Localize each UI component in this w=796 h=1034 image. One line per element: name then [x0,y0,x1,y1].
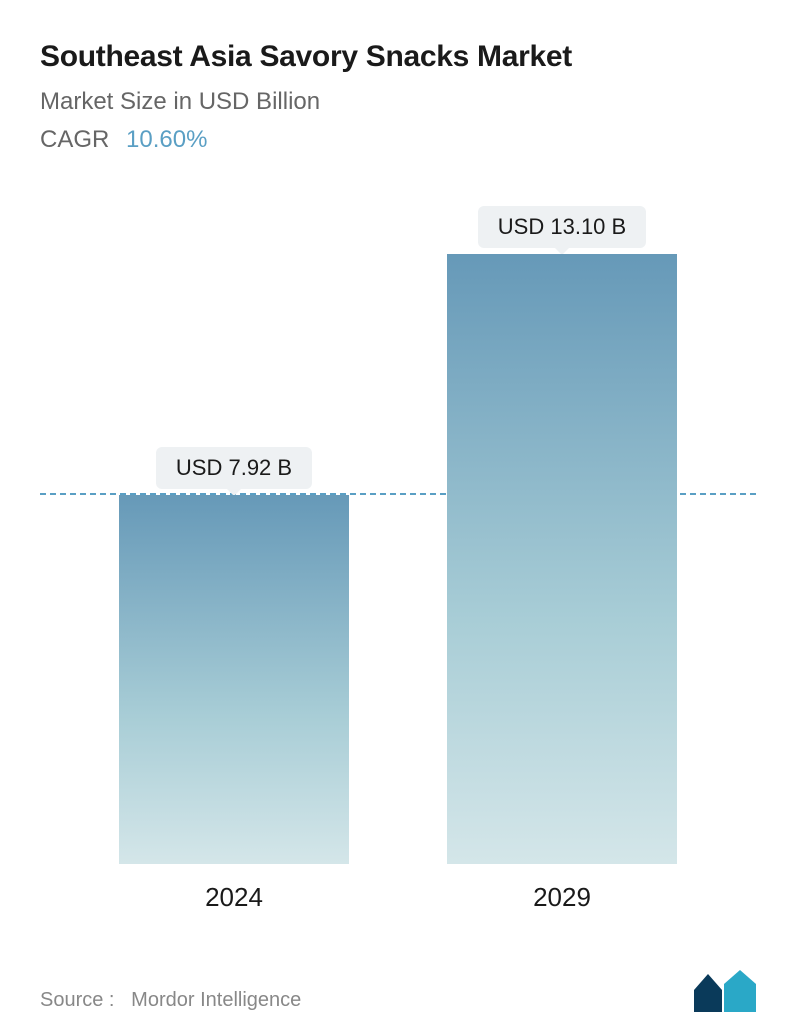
source-text: Source : Mordor Intelligence [40,989,301,1012]
chart-title: Southeast Asia Savory Snacks Market [40,40,756,74]
chart-footer: Source : Mordor Intelligence [40,970,756,1012]
bar-group: USD 13.10 B [447,206,677,864]
bars-row: USD 7.92 B USD 13.10 B [40,204,756,864]
bar-group: USD 7.92 B [119,447,349,864]
bar-value-pill: USD 7.92 B [156,447,312,489]
bar-value-pill: USD 13.10 B [478,206,646,248]
bar [119,495,349,864]
x-axis-labels: 2024 2029 [40,864,756,913]
chart-subtitle: Market Size in USD Billion [40,88,756,116]
bar [447,254,677,864]
x-axis-label: 2024 [119,882,349,913]
brand-logo-icon [694,970,756,1012]
source-name: Mordor Intelligence [131,989,301,1011]
cagr-value: 10.60% [126,126,207,153]
x-axis-label: 2029 [447,882,677,913]
cagr-label: CAGR [40,126,109,153]
source-label: Source : [40,989,114,1011]
chart-area: USD 7.92 B USD 13.10 B [40,204,756,864]
cagr-row: CAGR 10.60% [40,126,756,154]
